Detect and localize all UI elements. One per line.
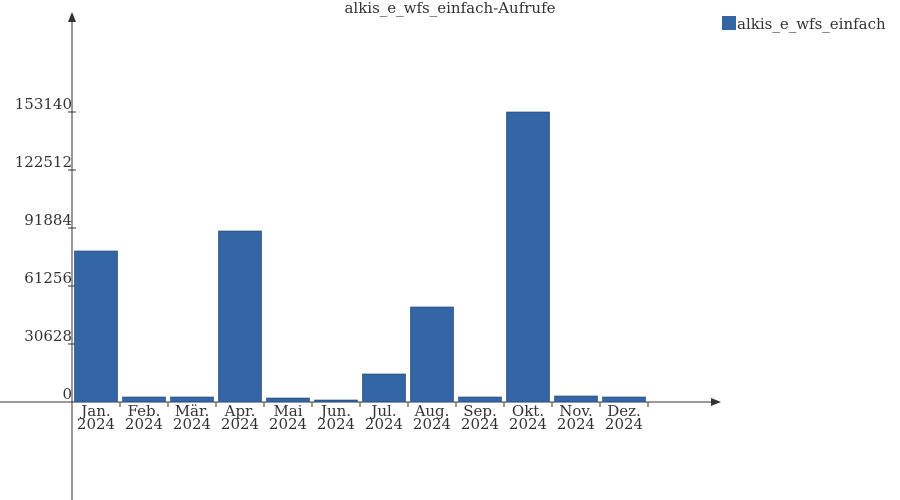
bar	[218, 230, 262, 403]
x-tick-label: 2024	[557, 415, 595, 433]
legend-swatch	[722, 16, 736, 30]
y-tick-label: 0	[62, 385, 72, 403]
bar	[554, 395, 598, 403]
x-tick-label: 2024	[461, 415, 499, 433]
bar	[362, 373, 406, 403]
x-axis-arrow	[711, 398, 721, 406]
bar	[170, 396, 214, 403]
bar	[602, 396, 646, 403]
x-tick-label: Jun.	[319, 402, 351, 420]
y-axis-arrow	[68, 12, 76, 22]
y-tick-label: 91884	[24, 211, 72, 229]
x-tick-label: Feb.	[128, 402, 161, 420]
x-tick-label: Jul.	[369, 402, 396, 420]
bar	[74, 250, 118, 403]
x-tick-label: 2024	[317, 415, 355, 433]
bar	[122, 396, 166, 403]
bar	[314, 399, 358, 403]
x-tick-label: 2024	[269, 415, 307, 433]
x-tick-label: Dez.	[607, 402, 641, 420]
chart-title: alkis_e_wfs_einfach-Aufrufe	[344, 0, 555, 17]
y-tick-label: 122512	[15, 153, 72, 171]
x-tick-label: Mai	[273, 402, 302, 420]
bar	[458, 396, 502, 403]
x-tick-label: 2024	[365, 415, 403, 433]
bar	[506, 111, 550, 403]
bar	[410, 306, 454, 403]
x-tick-label: Jan.	[79, 402, 110, 420]
y-tick-label: 153140	[15, 95, 72, 113]
x-tick-label: 2024	[77, 415, 115, 433]
x-tick-label: 2024	[125, 415, 163, 433]
x-tick-label: Sep.	[463, 402, 497, 420]
x-tick-label: Apr.	[224, 402, 256, 420]
x-tick-label: 2024	[173, 415, 211, 433]
x-tick-label: 2024	[509, 415, 547, 433]
x-tick-label: 2024	[413, 415, 451, 433]
bar	[266, 397, 310, 403]
x-tick-label: Mär.	[175, 402, 210, 420]
x-tick-label: 2024	[605, 415, 643, 433]
x-tick-label: Aug.	[414, 402, 450, 420]
y-tick-label: 61256	[24, 269, 72, 287]
legend-label: alkis_e_wfs_einfach	[737, 15, 886, 33]
x-tick-label: 2024	[221, 415, 259, 433]
y-tick-label: 30628	[24, 327, 72, 345]
x-tick-label: Nov.	[559, 402, 593, 420]
x-tick-label: Okt.	[512, 402, 544, 420]
